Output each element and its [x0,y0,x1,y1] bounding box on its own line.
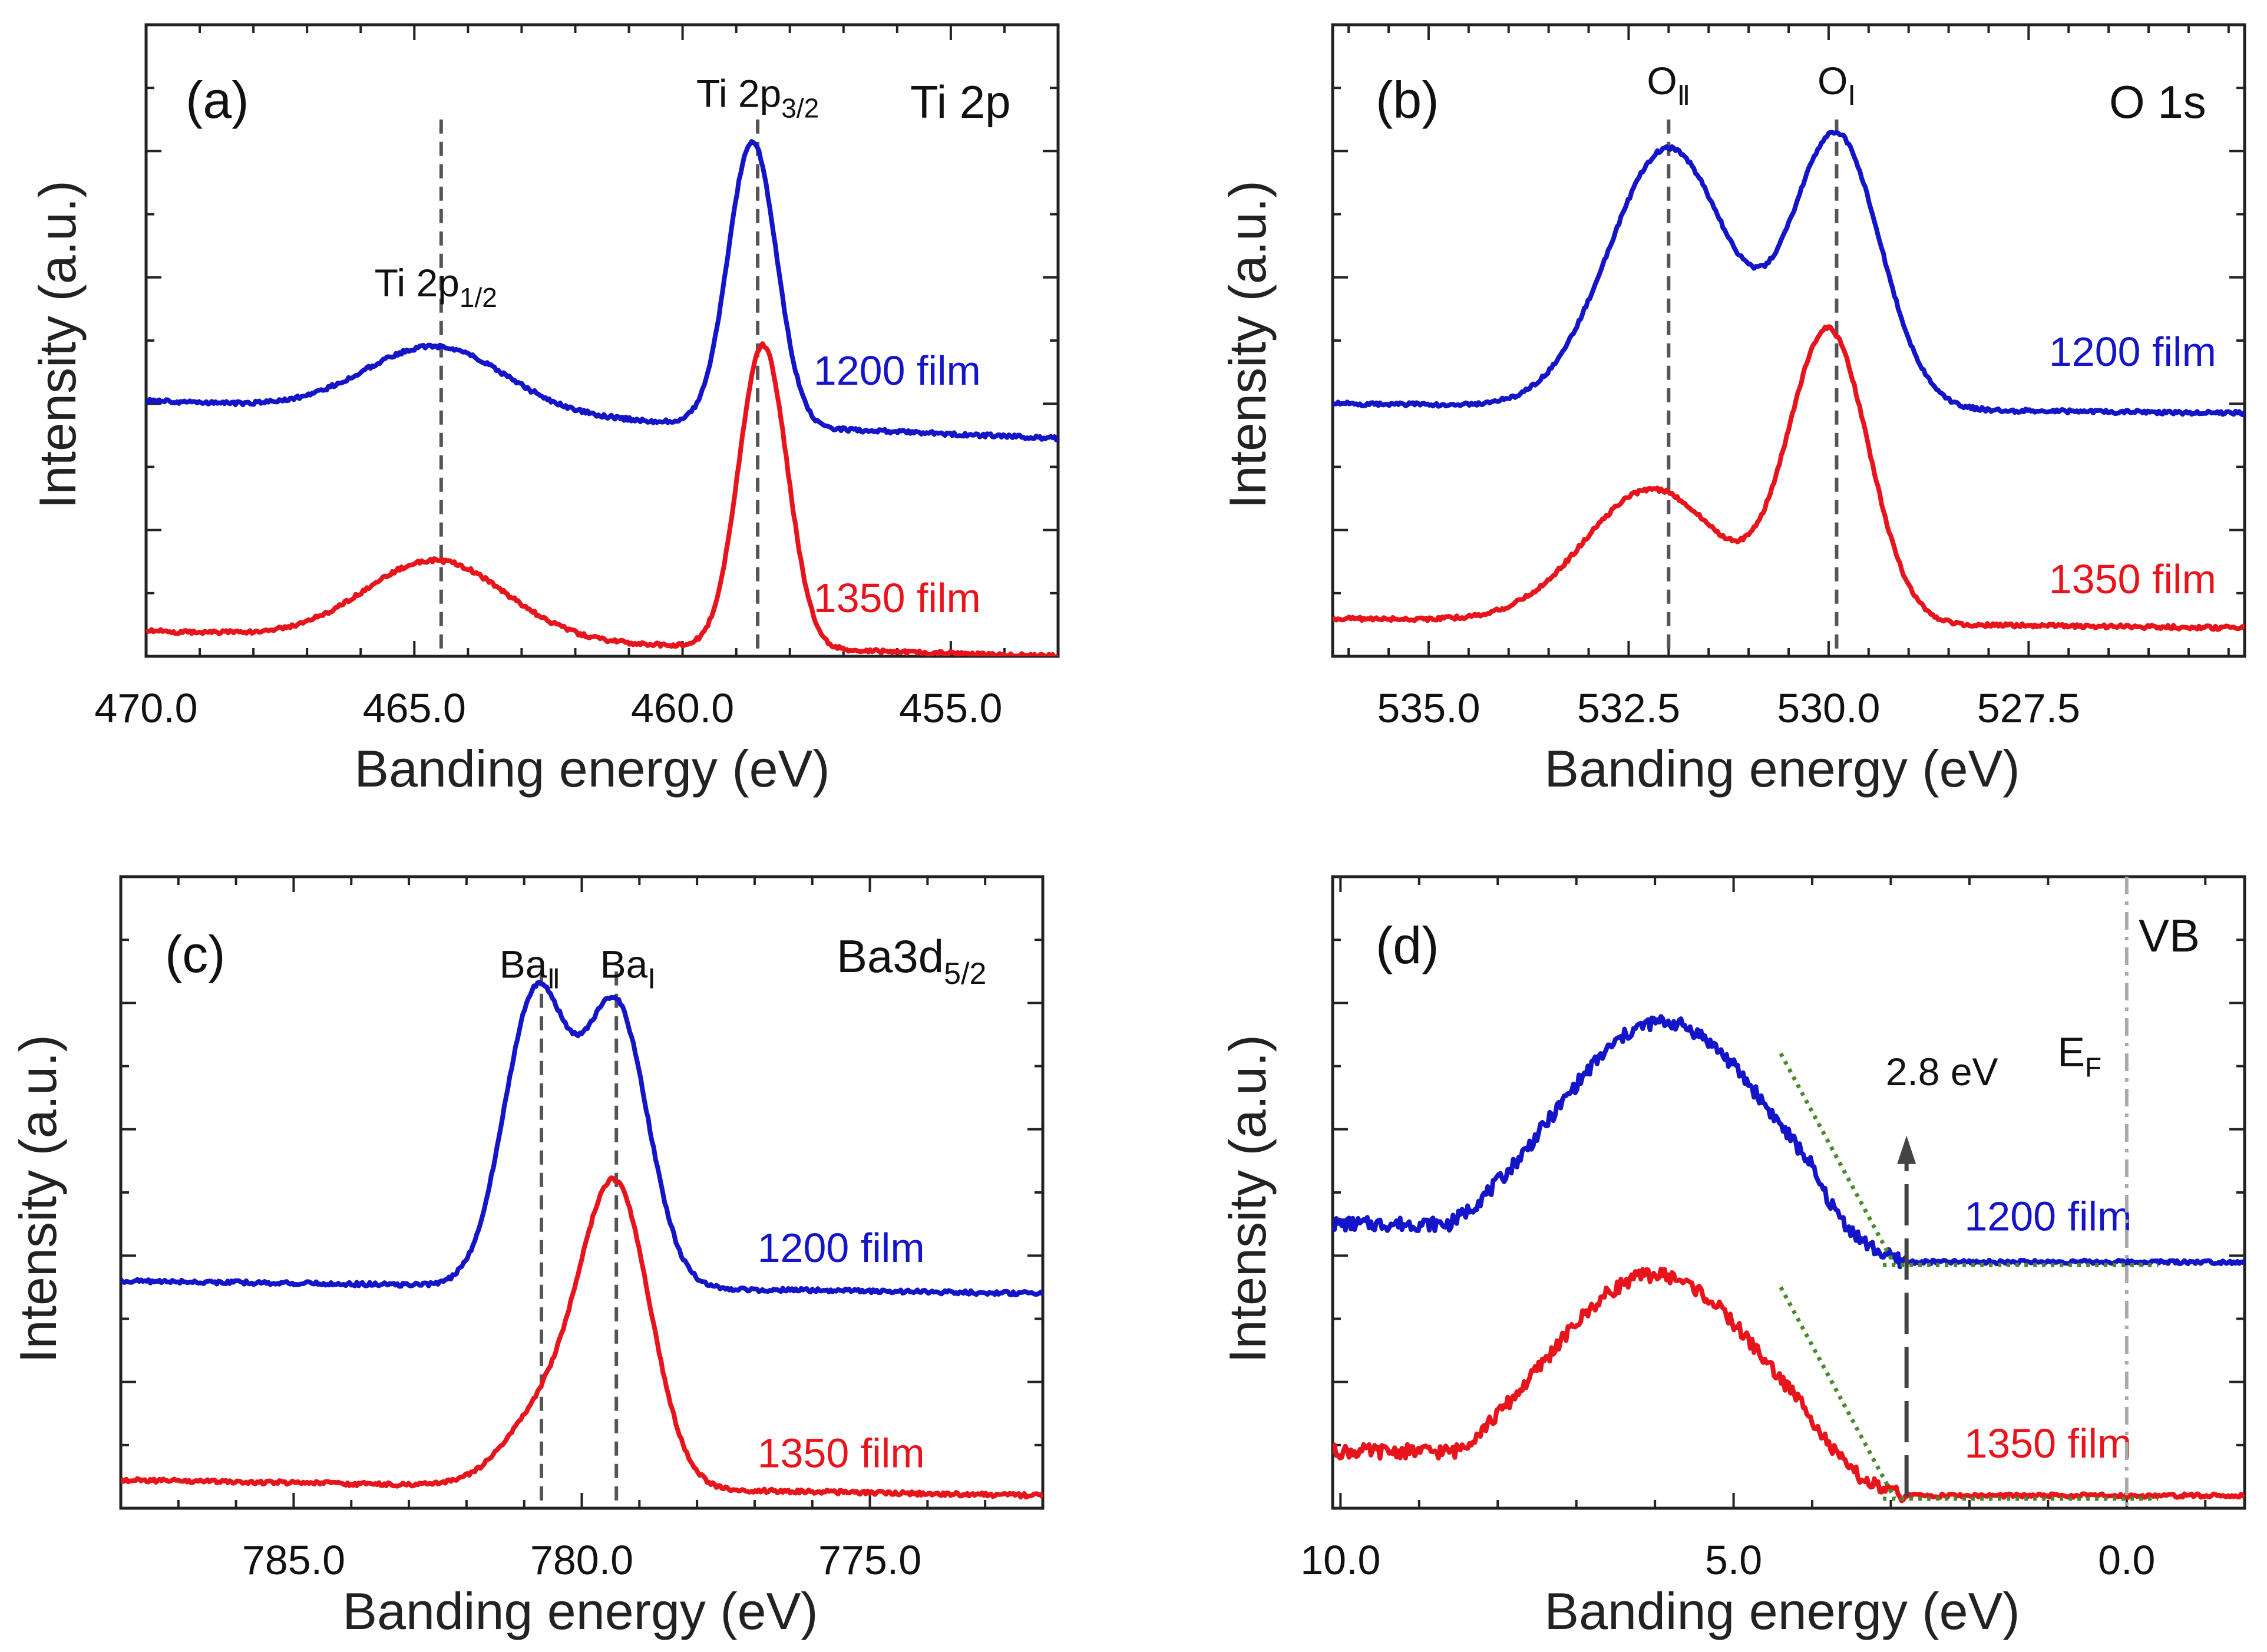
legend-label-red-d: 1350 film [1964,1420,2131,1466]
panel-a: 470.0 465.0 460.0 455.0 1200 film 1350 film Ti… [94,23,1060,731]
panel-title-c: Ba3d5/2 [837,930,986,991]
panel-title-a: Ti 2p [910,76,1011,128]
peak-annotation-sub: 1/2 [460,282,497,313]
x-tick-label-c: 780.0 [530,1537,633,1583]
peak-annotation-sub: Ⅰ [1848,80,1856,111]
peak-annotation-c: BaⅠ [600,943,656,994]
series-line-red-d [1333,1266,2245,1504]
y-axis-label-a: Intensity (a.u.) [28,180,87,509]
x-tick-label-c: 775.0 [818,1537,921,1583]
peak-annotation-a: Ti 2p1/2 [375,261,497,313]
x-tick-label-a: 455.0 [899,685,1002,731]
peak-annotation-main: Ba [500,943,547,986]
panel-title-c-main: Ba3d [837,930,944,982]
peak-annotation-sub: 3/2 [781,92,819,123]
series-line-blue-d [1333,1014,2245,1270]
legend-label-red-c: 1350 film [758,1430,925,1476]
x-tick-label-d: 10.0 [1300,1537,1380,1583]
x-tick-label-a: 470.0 [94,685,197,731]
panel-title-c-sub: 5/2 [944,957,986,991]
legend-label-blue-a: 1200 film [814,348,981,394]
series-line-blue-c [121,980,1043,1297]
peak-annotation-main: Ti 2p [375,261,460,305]
fit-edge-blue [1779,1052,1897,1266]
peak-annotation-sub: Ⅰ [647,964,656,994]
panel-label-a: (a) [186,71,249,129]
peak-annotation-b: OⅡ [1647,59,1690,111]
x-tick-label-a: 460.0 [631,685,734,731]
fermi-level-label: EF [2057,1029,2101,1083]
peak-annotation-a: Ti 2p3/2 [696,71,819,123]
series-line-blue-a [146,139,1058,442]
y-axis-label-c: Intensity (a.u.) [9,1035,67,1363]
peak-annotation-sub: Ⅱ [1677,80,1691,111]
legend-label-blue-d: 1200 film [1964,1193,2131,1239]
peak-annotation-main: O [1647,59,1677,103]
panel-label-d: (d) [1376,916,1439,974]
legend-label-red-b: 1350 film [2049,556,2216,602]
legend-label-red-a: 1350 film [814,575,981,621]
panel-d: 10.0 5.0 0.0 1200 film 1350 film EF 2.8 eV [1300,875,2246,1583]
x-axis-label-c: Banding energy (eV) [342,1582,818,1640]
peak-annotation-main: O [1817,59,1848,103]
peak-annotation-main: Ti 2p [696,71,781,115]
plot-frame-d [1331,875,2246,1510]
band-gap-arrowhead [1897,1135,1916,1164]
x-tick-label-b: 532.5 [1577,685,1680,731]
legend-label-blue-c: 1200 film [758,1225,925,1271]
x-tick-label-b: 530.0 [1777,685,1880,731]
x-tick-label-c: 785.0 [242,1537,345,1583]
y-axis-label-d: Intensity (a.u.) [1218,1035,1277,1363]
series-line-blue-b [1333,130,2245,418]
x-tick-label-b: 535.0 [1377,685,1480,731]
panel-label-c: (c) [165,925,226,983]
x-axis-label-d: Banding energy (eV) [1544,1582,2020,1640]
fermi-level-label-sub: F [2085,1052,2101,1083]
x-tick-label-d: 5.0 [1705,1537,1762,1583]
panel-label-b: (b) [1376,71,1439,129]
peak-annotation-main: Ba [600,943,648,986]
panel-title-d: VB [2139,910,2200,962]
x-axis-label-b: Banding energy (eV) [1544,739,2020,798]
y-axis-label-b: Intensity (a.u.) [1218,180,1277,509]
panel-title-b: O 1s [2109,76,2206,128]
band-gap-label: 2.8 eV [1886,1050,1998,1093]
x-axis-label-a: Banding energy (eV) [354,739,830,798]
x-tick-label-a: 465.0 [363,685,466,731]
legend-label-blue-b: 1200 film [2049,329,2216,375]
fermi-level-label-main: E [2057,1029,2085,1075]
series-line-red-a [146,341,1058,656]
series-line-red-b [1333,324,2245,632]
peak-annotation-b: OⅠ [1817,59,1856,111]
x-tick-label-b: 527.5 [1977,685,2080,731]
peak-annotation-sub: Ⅱ [547,964,561,994]
peak-annotation-c: BaⅡ [500,943,560,994]
x-tick-label-d: 0.0 [2098,1537,2155,1583]
series-line-red-c [121,1175,1043,1500]
